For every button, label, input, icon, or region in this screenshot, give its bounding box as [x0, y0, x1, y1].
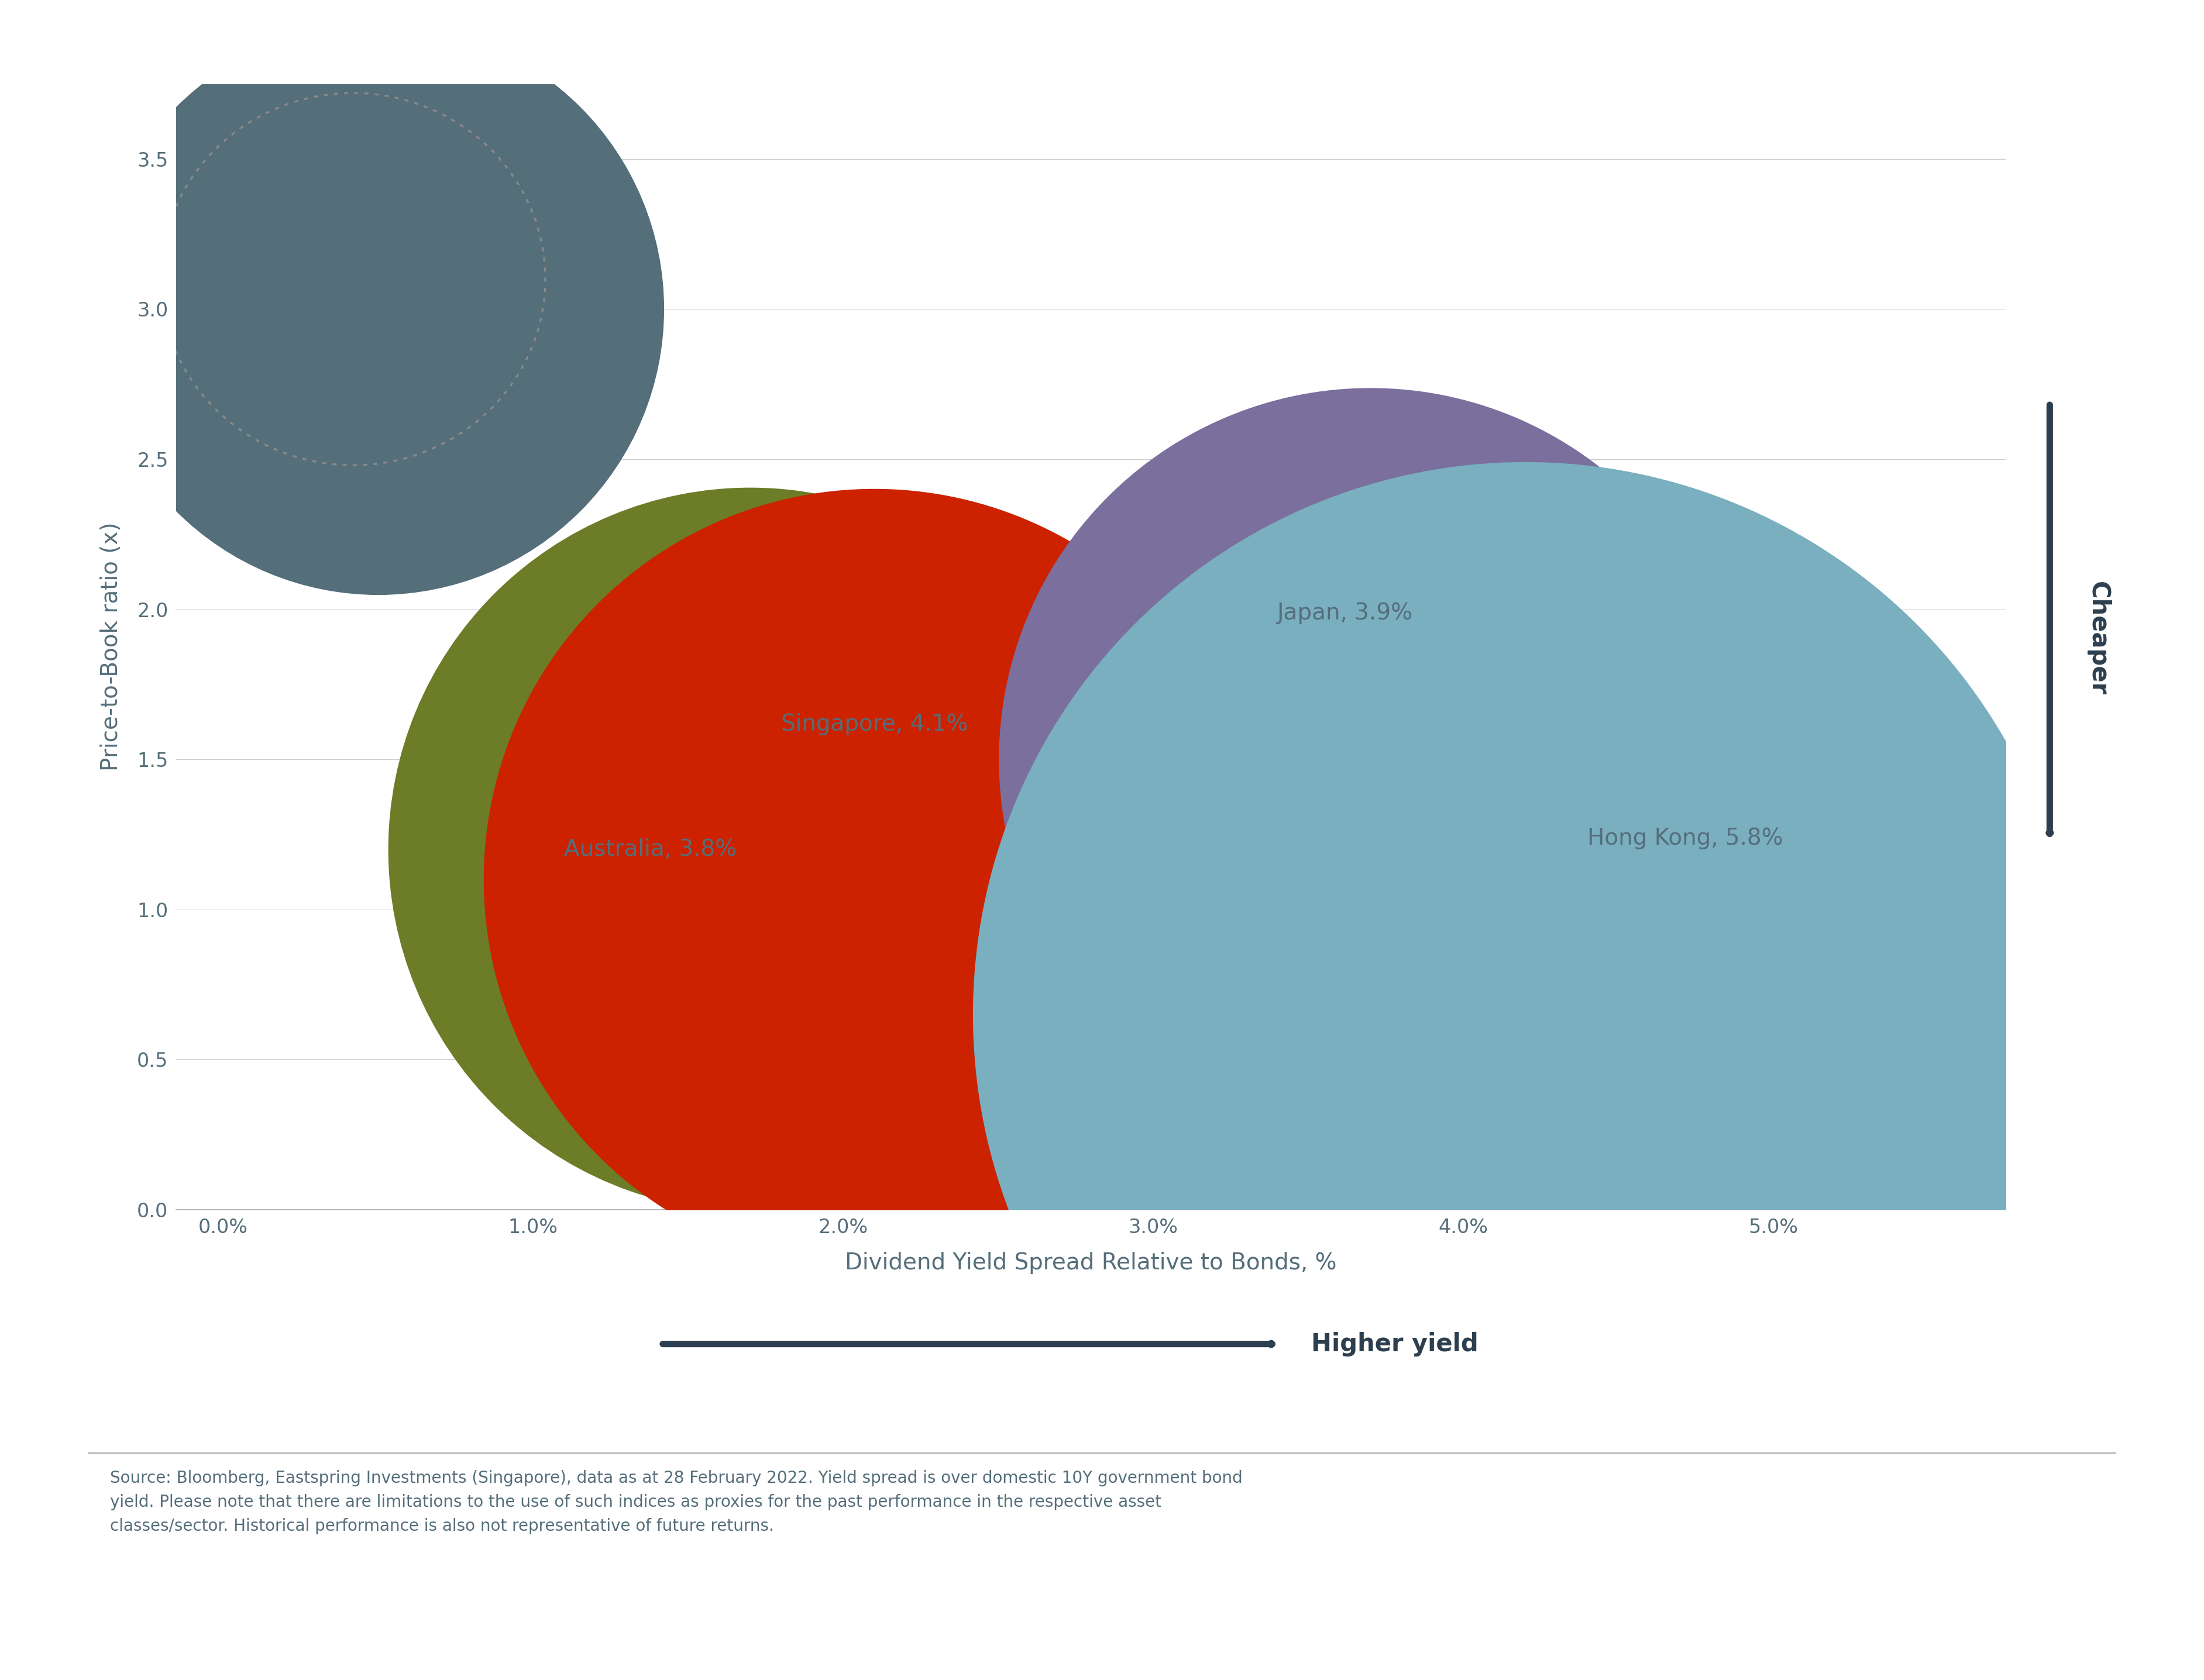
Text: US, 3.0%: US, 3.0%	[434, 312, 538, 336]
Text: Source: Bloomberg, Eastspring Investments (Singapore), data as at 28 February 20: Source: Bloomberg, Eastspring Investment…	[110, 1470, 1243, 1534]
Text: Higher yield: Higher yield	[1311, 1332, 1479, 1356]
Text: Singapore, 4.1%: Singapore, 4.1%	[780, 712, 968, 736]
Point	[1353, 746, 1389, 773]
Text: Size =
Dividend
Yield: Size = Dividend Yield	[291, 245, 383, 312]
Point	[732, 837, 767, 864]
X-axis label: Dividend Yield Spread Relative to Bonds, %: Dividend Yield Spread Relative to Bonds,…	[844, 1252, 1338, 1273]
Y-axis label: Price-to-Book ratio (x): Price-to-Book ratio (x)	[99, 522, 123, 771]
Text: Australia, 3.8%: Australia, 3.8%	[564, 838, 736, 860]
Point	[857, 865, 893, 892]
Text: Cheaper: Cheaper	[2085, 581, 2111, 696]
Point	[1508, 1001, 1543, 1028]
Point	[359, 296, 395, 323]
Text: Hong Kong, 5.8%: Hong Kong, 5.8%	[1587, 827, 1783, 850]
Text: Japan, 3.9%: Japan, 3.9%	[1276, 601, 1413, 625]
